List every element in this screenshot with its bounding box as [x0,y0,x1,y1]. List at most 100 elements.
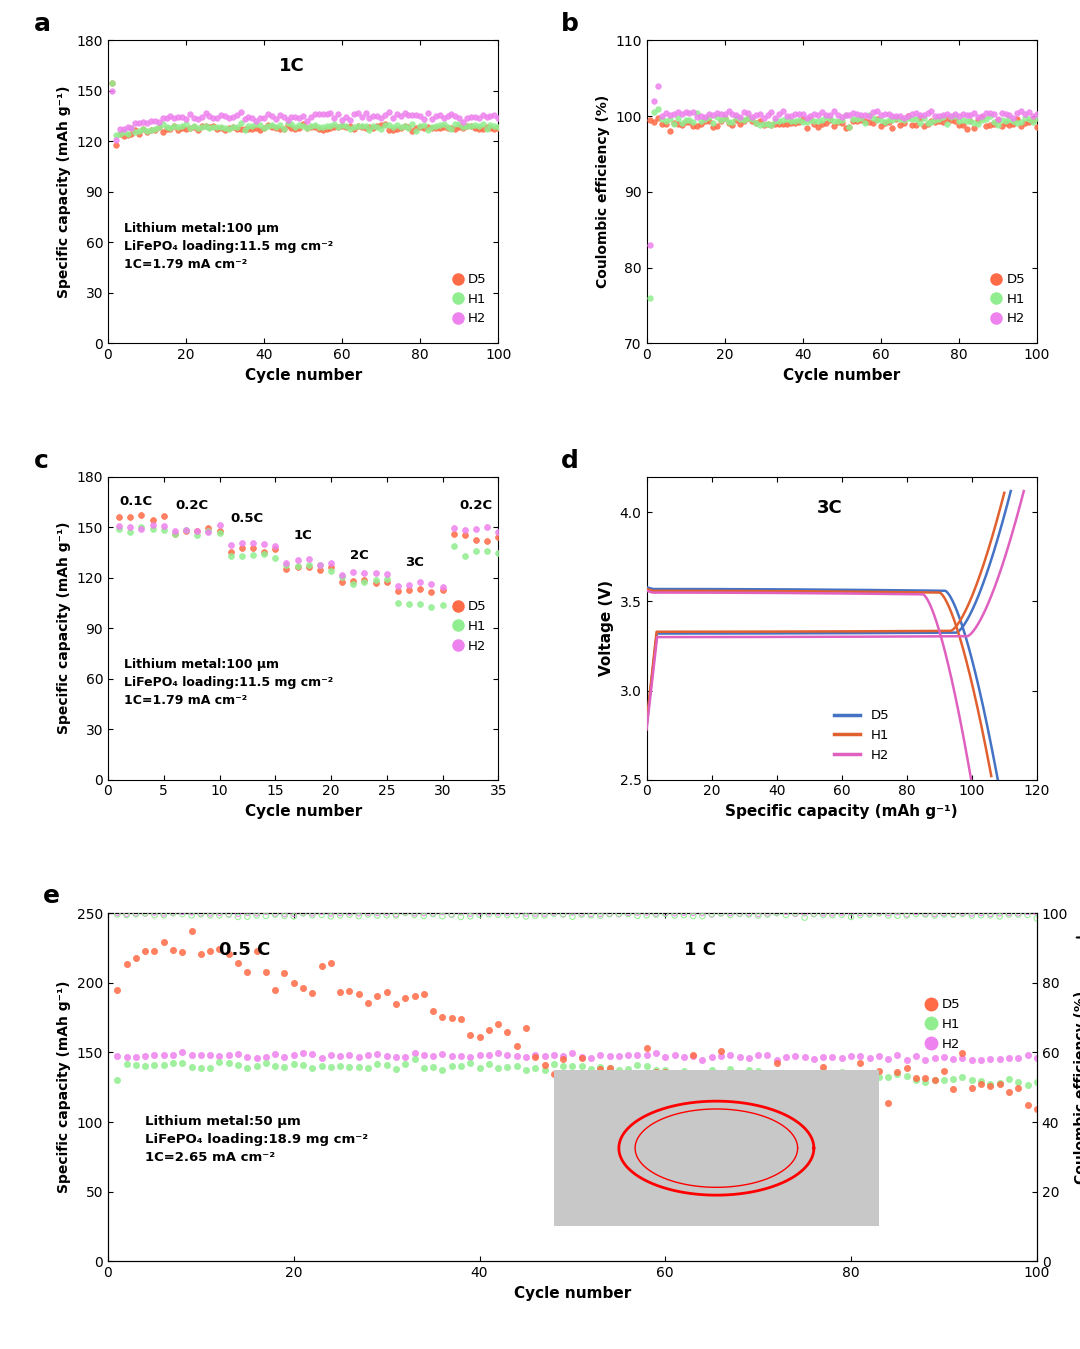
Point [806,104,823,125]
Point [950,105,968,127]
Point [943,105,960,127]
Point [428,105,445,127]
Point [778,1047,795,1068]
Point [888,108,905,130]
Point [926,902,943,924]
Point [704,104,721,125]
Point [868,109,886,131]
Point [750,905,767,927]
Point [946,105,963,127]
Point [474,113,491,135]
Point [143,111,160,132]
Point [419,116,436,138]
Point [119,116,136,138]
Point [1021,108,1038,130]
Point [406,904,423,925]
Point [267,1043,284,1064]
Point [989,108,1007,130]
Point [791,111,808,132]
Point [133,505,150,526]
Point [852,104,869,125]
Point [126,121,144,143]
X-axis label: Cycle number: Cycle number [244,368,362,383]
Point [470,115,487,136]
Point [181,117,199,139]
Point [796,1045,813,1067]
Point [771,111,788,132]
Point [310,117,327,139]
Point [646,112,663,134]
Point [462,107,480,128]
Point [211,1051,228,1072]
Point [291,117,308,139]
Point [573,1047,591,1068]
Point [422,581,440,603]
Point [350,1045,367,1067]
Point [165,107,183,128]
Point [915,107,932,128]
Point [482,113,499,135]
Point [735,109,753,131]
Point [545,1054,563,1075]
Point [841,116,859,138]
Point [461,1045,478,1067]
Point [267,536,284,557]
Point [1010,1078,1027,1099]
Y-axis label: Specific capacity (mAh g⁻¹): Specific capacity (mAh g⁻¹) [57,522,71,734]
Point [700,111,717,132]
Point [247,113,265,135]
Point [197,115,214,136]
Point [360,1044,377,1066]
Point [220,943,238,965]
Point [731,1067,748,1089]
Point [404,104,421,125]
Point [685,116,702,138]
Point [755,107,772,128]
Point [946,103,963,124]
Point [1009,112,1026,134]
Point [123,117,140,139]
Point [657,1059,674,1081]
Point [677,101,694,123]
Point [833,904,850,925]
Point [205,116,222,138]
Text: 2C: 2C [350,549,368,563]
Point [950,115,968,136]
Point [762,115,780,136]
Point [467,107,484,128]
Point [474,105,491,127]
Point [453,1045,470,1067]
Point [972,904,989,925]
Point [233,537,251,558]
Point [378,904,395,925]
Point [373,117,390,139]
Point [685,905,702,927]
Point [517,1059,535,1081]
Point [267,548,284,569]
Point [582,1070,599,1091]
Point [373,108,390,130]
Point [295,902,312,924]
Point [138,121,156,143]
Point [170,119,187,140]
Point [917,904,934,925]
Point [447,119,464,140]
Point [872,109,889,131]
Point [731,105,748,127]
Point [275,119,293,140]
Point [368,105,386,127]
Point [378,563,395,584]
Point [411,116,429,138]
Point [283,113,300,135]
Point [220,1052,238,1074]
Point [341,1056,359,1078]
Point [970,109,987,131]
Point [673,103,690,124]
Point [731,113,748,135]
Point [114,125,132,147]
Point [239,1056,256,1078]
Point [232,101,249,123]
Point [818,107,835,128]
Point [868,100,886,121]
Point [111,123,129,144]
